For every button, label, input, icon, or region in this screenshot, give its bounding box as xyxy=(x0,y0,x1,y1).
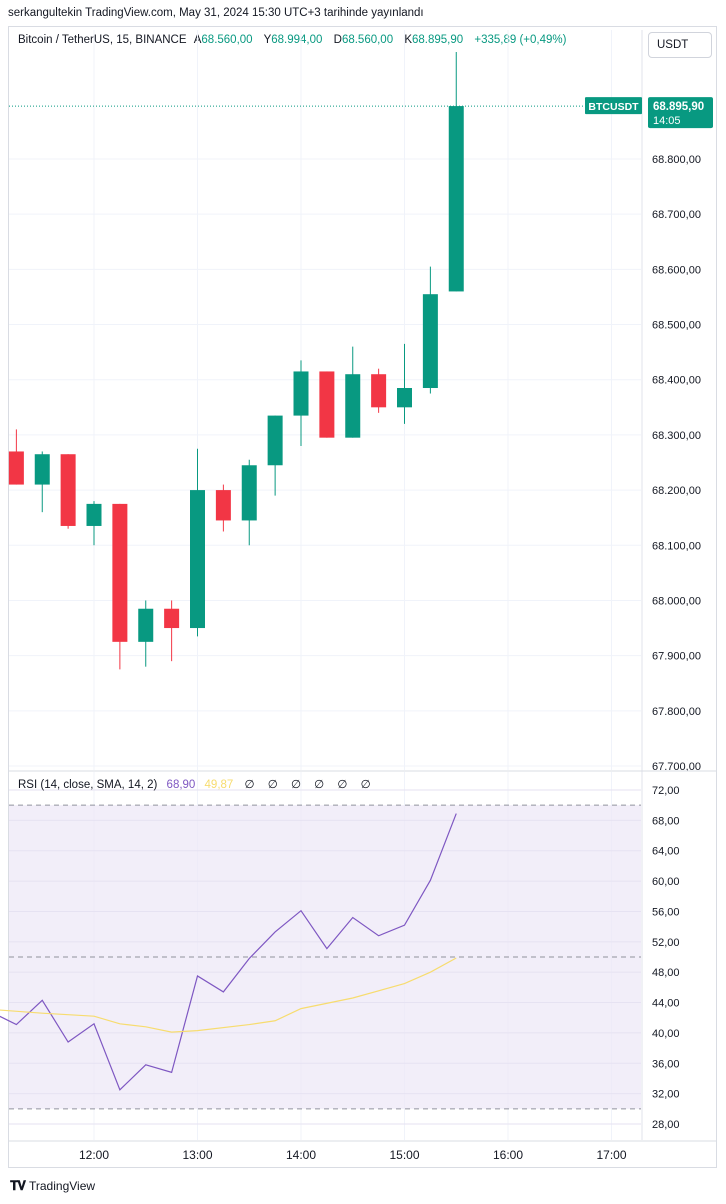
close-label: K xyxy=(404,34,412,46)
empty-values: ∅ ∅ ∅ ∅ ∅ ∅ xyxy=(244,779,376,791)
tradingview-logo-icon: 𝐓𝐕 xyxy=(10,1178,26,1193)
chart-frame xyxy=(8,26,717,1168)
footer-brand[interactable]: 𝐓𝐕 TradingView xyxy=(10,1178,95,1194)
rsi-legend[interactable]: RSI (14, close, SMA, 14, 2) 68,90 49,87 … xyxy=(18,777,376,791)
high-value: 68.994,00 xyxy=(271,34,323,46)
rsi-label: RSI (14, close, SMA, 14, 2) xyxy=(18,779,158,791)
symbol-legend: Bitcoin / TetherUS, 15, BINANCE A68.560,… xyxy=(18,34,574,46)
low-value: 68.560,00 xyxy=(341,34,394,46)
brand-name: TradingView xyxy=(29,1179,96,1193)
publish-info: serkangultekin TradingView.com, May 31, … xyxy=(8,7,424,19)
close-value: 68.895,90 xyxy=(411,34,464,46)
high-label: Y xyxy=(263,34,272,46)
low-label: D xyxy=(333,34,342,46)
change-value: +335,89 (+0,49%) xyxy=(474,34,567,46)
sma-value: 49,87 xyxy=(204,779,234,791)
currency-button[interactable]: USDT xyxy=(648,32,712,58)
open-value: 68.560,00 xyxy=(201,34,253,46)
symbol-name[interactable]: Bitcoin / TetherUS, 15, BINANCE xyxy=(18,34,187,46)
rsi-value: 68,90 xyxy=(166,779,196,791)
